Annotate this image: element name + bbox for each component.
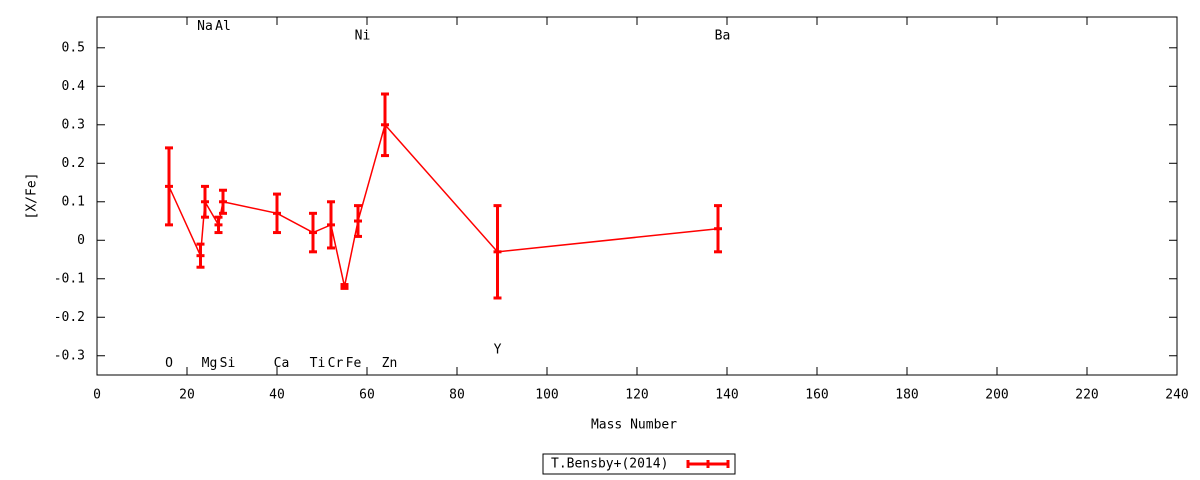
element-label: Y	[494, 342, 502, 357]
y-tick-label: 0	[77, 233, 85, 248]
x-tick-label: 60	[359, 388, 375, 403]
element-label: Ba	[715, 29, 731, 44]
x-tick-label: 120	[625, 388, 648, 403]
legend-label: T.Bensby+(2014)	[551, 457, 668, 472]
y-tick-label: 0.1	[62, 194, 85, 209]
y-tick-label: -0.3	[54, 348, 85, 363]
x-tick-label: 140	[715, 388, 738, 403]
element-label: Na	[197, 19, 213, 34]
x-tick-label: 200	[985, 388, 1008, 403]
x-tick-label: 80	[449, 388, 465, 403]
y-tick-label: -0.1	[54, 271, 85, 286]
y-axis-label: [X/Fe]	[25, 173, 40, 220]
element-label: Cr	[328, 356, 344, 371]
element-label: Ni	[355, 29, 371, 44]
data-line	[168, 123, 719, 287]
legend-swatch	[686, 460, 730, 468]
element-label: Fe	[346, 356, 362, 371]
element-label: O	[165, 356, 173, 371]
element-label: Mg	[202, 356, 218, 371]
element-label: Ti	[310, 356, 326, 371]
x-axis-label: Mass Number	[591, 418, 677, 433]
y-tick-label: -0.2	[54, 310, 85, 325]
x-tick-label: 160	[805, 388, 828, 403]
x-tick-label: 240	[1165, 388, 1188, 403]
plot-frame	[96, 16, 1178, 376]
y-tick-label: 0.3	[62, 117, 85, 132]
element-label: Si	[220, 356, 236, 371]
x-tick-label: 40	[269, 388, 285, 403]
x-tick-label: 20	[179, 388, 195, 403]
element-label: Al	[215, 19, 231, 34]
y-tick-label: 0.4	[62, 79, 86, 94]
element-label: Zn	[382, 356, 398, 371]
element-label: Ca	[274, 356, 290, 371]
x-tick-label: 100	[535, 388, 558, 403]
x-tick-label: 220	[1075, 388, 1098, 403]
x-tick-label: 0	[93, 388, 101, 403]
y-tick-label: 0.5	[62, 40, 85, 55]
y-tick-label: 0.2	[62, 156, 85, 171]
legend-box	[542, 453, 736, 475]
x-tick-label: 180	[895, 388, 918, 403]
